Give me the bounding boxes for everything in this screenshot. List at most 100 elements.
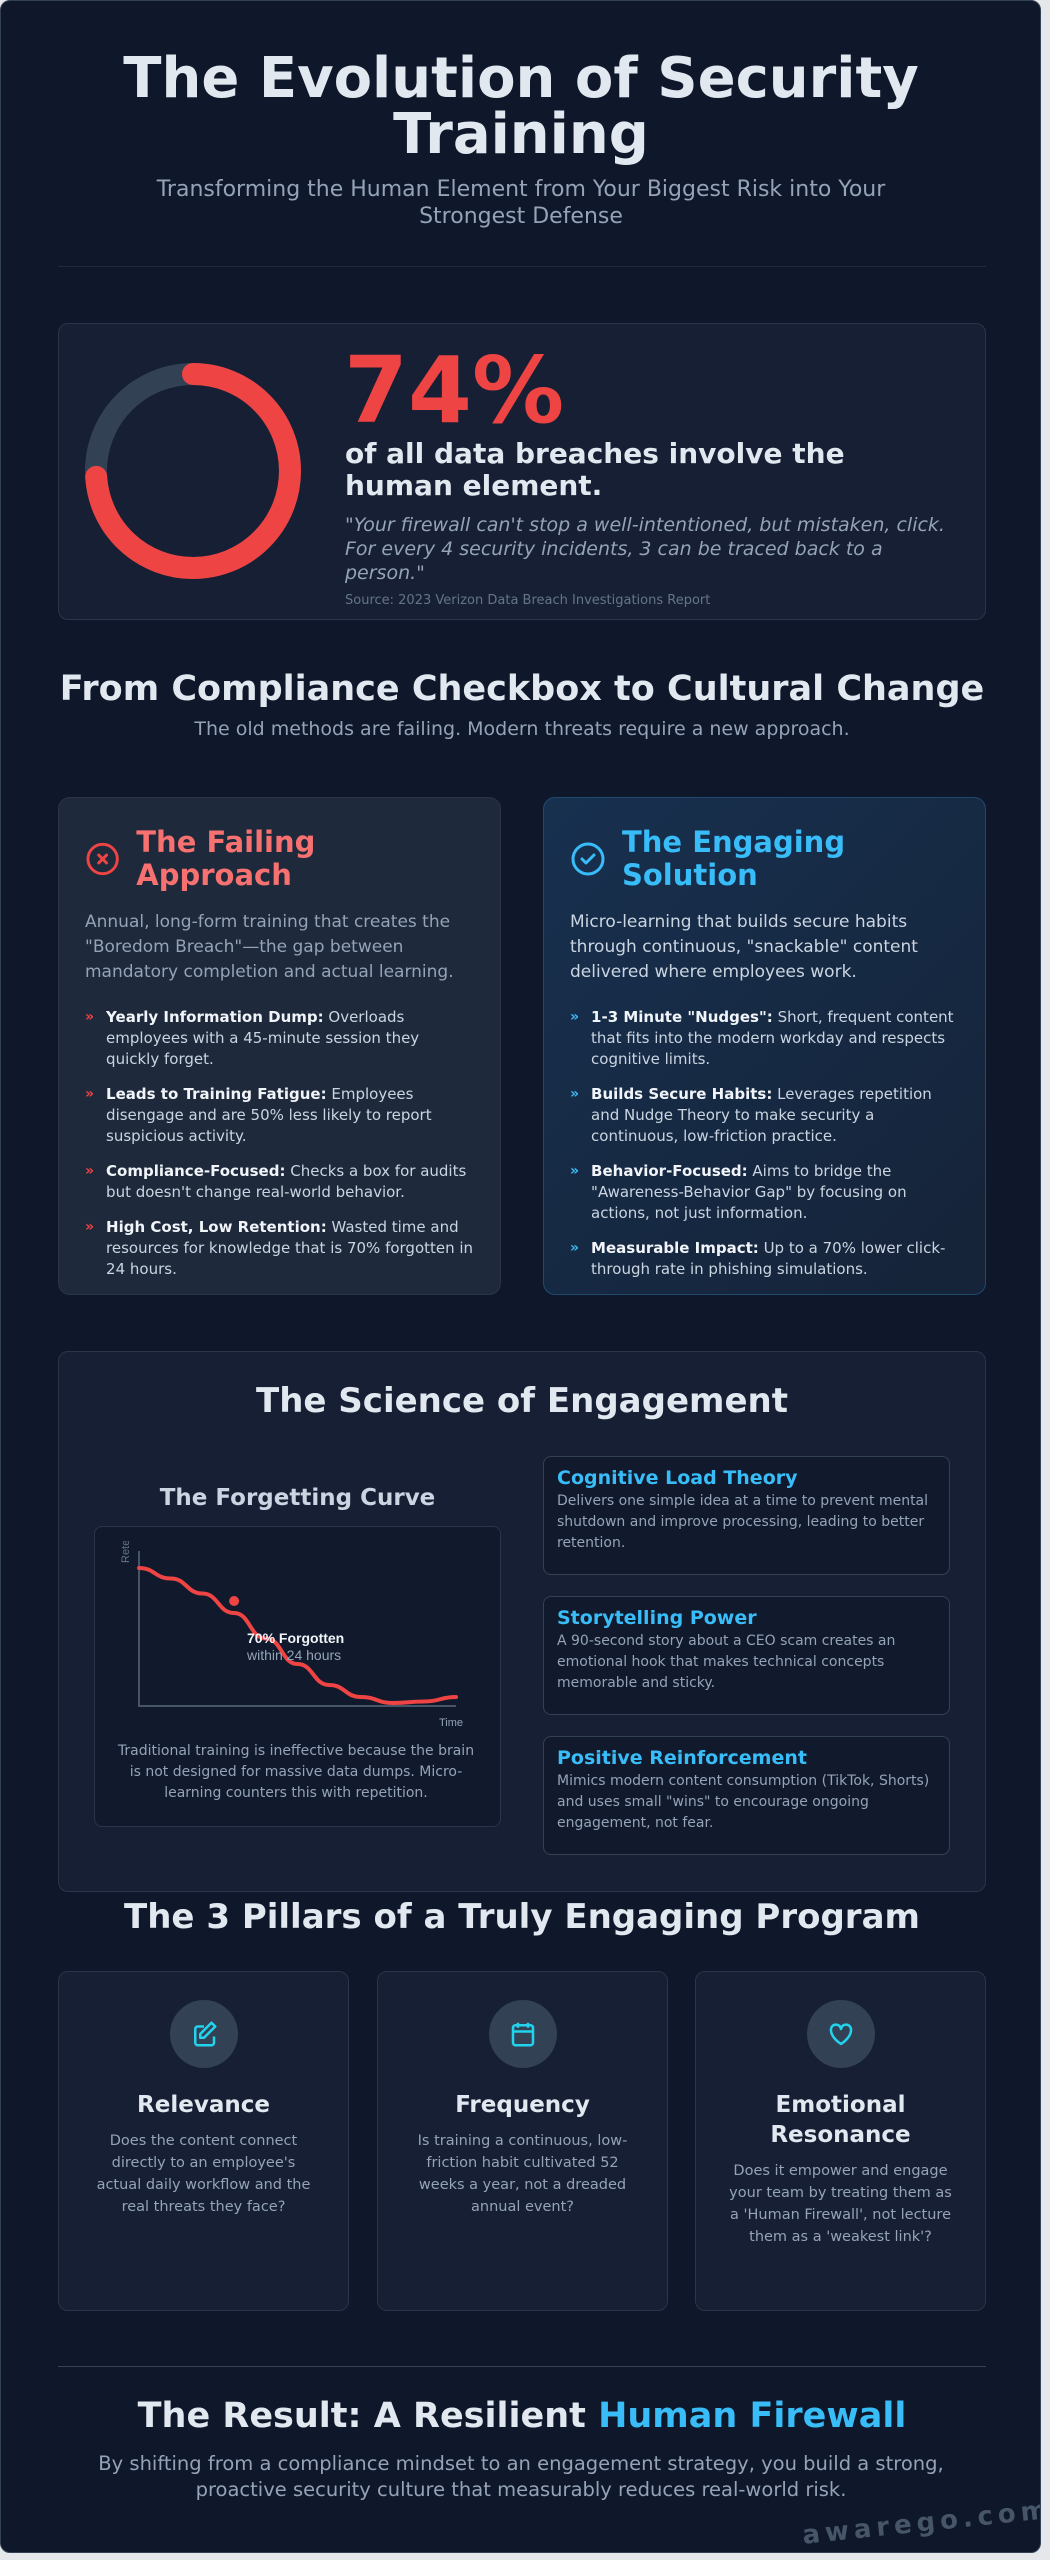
item-label: Measurable Impact: <box>591 1239 759 1257</box>
check-circle-icon <box>571 842 605 876</box>
item-desc: Wasted time and resources for knowledge … <box>106 1218 474 1278</box>
failing-title: The Failing Approach <box>136 825 316 892</box>
result-text: By shifting from a compliance mindset to… <box>98 2452 944 2501</box>
pillar-title: Relevance <box>137 2092 270 2118</box>
pillar-icon-circle <box>806 2000 875 2068</box>
item-label: Behavior-Focused: <box>591 1162 748 1180</box>
bullet-icon: » <box>85 1219 95 1235</box>
bullet-icon: » <box>570 1240 580 1256</box>
divider <box>58 266 986 267</box>
bullet-icon: » <box>570 1163 580 1179</box>
failing-approach-card: The Failing Approach Annual, long-form t… <box>58 797 501 1295</box>
science-box: Storytelling Power A 90-second story abou… <box>543 1596 950 1715</box>
annotation-point <box>229 1596 240 1606</box>
science-box-title: Positive Reinforcement <box>557 1747 807 1769</box>
edit-icon <box>193 2021 216 2047</box>
result-title-highlight: Human Firewall <box>598 2396 907 2436</box>
engaging-solution-card: The Engaging Solution Micro-learning tha… <box>543 797 986 1295</box>
list-item: » Compliance-Focused: Checks a box for au… <box>85 1161 474 1203</box>
result-title: The Result: A Resilient Human Firewall <box>58 2396 986 2436</box>
stat-percent: 74% <box>344 337 565 444</box>
watermark-logo: awarego.com <box>801 2494 1041 2551</box>
annotation-title: 70% Forgotten <box>247 1630 344 1646</box>
item-text: High Cost, Low Retention: Wasted time an… <box>106 1217 474 1280</box>
list-item: » Behavior-Focused: Aims to bridge the "A… <box>570 1161 959 1224</box>
item-desc: Short, frequent content that fits into t… <box>591 1008 954 1068</box>
item-label: Yearly Information Dump: <box>106 1008 324 1026</box>
calendar-icon <box>511 2022 534 2047</box>
x-circle-icon <box>86 842 119 876</box>
item-desc: Employees disengage and are 50% less lik… <box>106 1085 432 1145</box>
section-title-shift: From Compliance Checkbox to Cultural Cha… <box>59 669 985 709</box>
engaging-list: » 1-3 Minute "Nudges": Short, frequent co… <box>570 1007 959 1280</box>
list-item: » Yearly Information Dump: Overloads empl… <box>85 1007 474 1070</box>
list-item: » Measurable Impact: Up to a 70% lower cl… <box>570 1238 959 1280</box>
bullet-icon: » <box>570 1086 580 1102</box>
list-item: » 1-3 Minute "Nudges": Short, frequent co… <box>570 1007 959 1070</box>
item-desc: Overloads employees with a 45-minute ses… <box>106 1008 420 1068</box>
heart-icon <box>829 2023 852 2046</box>
divider <box>58 2366 986 2367</box>
item-label: Builds Secure Habits: <box>591 1085 773 1103</box>
engaging-desc: Micro-learning that builds secure habits… <box>570 912 918 982</box>
pillar-text: Does the content connect directly to an … <box>96 2133 311 2215</box>
pillar-text: Is training a continuous, low-friction h… <box>417 2133 628 2215</box>
donut-chart <box>85 363 301 579</box>
item-text: Measurable Impact: Up to a 70% lower cli… <box>591 1238 959 1280</box>
bullet-icon: » <box>85 1009 95 1025</box>
pillar-card: Frequency Is training a continuous, low-f… <box>377 1971 668 2311</box>
page-title: The Evolution of Security Training <box>123 46 919 167</box>
item-desc: Checks a box for audits but doesn't chan… <box>106 1162 467 1201</box>
section-subtitle-shift: The old methods are failing. Modern thre… <box>194 718 850 740</box>
pillar-title: Emotional Resonance <box>770 2092 911 2148</box>
bullet-icon: » <box>85 1086 95 1102</box>
result-title-prefix: The Result: A Resilient <box>137 2396 599 2436</box>
y-axis-label: Reten <box>120 1541 132 1563</box>
item-label: 1-3 Minute "Nudges": <box>591 1008 773 1026</box>
engaging-title: The Engaging Solution <box>622 825 846 892</box>
science-box-text: A 90-second story about a CEO scam creat… <box>557 1633 896 1691</box>
forgetting-curve-title: The Forgetting Curve <box>159 1485 436 1511</box>
item-text: Compliance-Focused: Checks a box for aud… <box>106 1161 474 1203</box>
science-title: The Science of Engagement <box>256 1381 788 1421</box>
item-desc: Aims to bridge the "Awareness-Behavior G… <box>591 1162 907 1222</box>
item-text: Yearly Information Dump: Overloads emplo… <box>106 1007 474 1070</box>
item-text: Behavior-Focused: Aims to bridge the "Aw… <box>591 1161 959 1224</box>
science-box-title: Cognitive Load Theory <box>557 1467 798 1489</box>
pillar-card: Relevance Does the content connect direct… <box>58 1971 349 2311</box>
forgetting-curve-line <box>137 1566 458 1706</box>
list-item: » Leads to Training Fatigue: Employees di… <box>85 1084 474 1147</box>
x-axis-label: Time <box>439 1717 463 1729</box>
science-box: Positive Reinforcement Mimics modern cont… <box>543 1736 950 1855</box>
item-text: Builds Secure Habits: Leverages repetiti… <box>591 1084 959 1147</box>
donut-fill <box>85 363 301 579</box>
bullet-icon: » <box>570 1009 580 1025</box>
pillar-card: Emotional Resonance Does it empower and e… <box>695 1971 986 2311</box>
science-box-text: Delivers one simple idea at a time to pr… <box>557 1493 929 1551</box>
science-box-title: Storytelling Power <box>557 1607 757 1629</box>
bullet-icon: » <box>85 1163 95 1179</box>
failing-list: » Yearly Information Dump: Overloads empl… <box>85 1007 474 1280</box>
list-item: » High Cost, Low Retention: Wasted time a… <box>85 1217 474 1280</box>
pillar-text: Does it empower and engage your team by … <box>729 2163 952 2245</box>
science-box-text: Mimics modern content consumption (TikTo… <box>557 1773 930 1831</box>
chart-axes <box>138 1551 456 1707</box>
item-text: Leads to Training Fatigue: Employees dis… <box>106 1084 474 1147</box>
pillar-title: Frequency <box>455 2092 590 2118</box>
item-label: High Cost, Low Retention: <box>106 1218 327 1236</box>
pillar-icon-circle <box>169 2000 238 2068</box>
item-label: Compliance-Focused: <box>106 1162 286 1180</box>
stat-quote: "Your firewall can't stop a well-intenti… <box>345 514 945 584</box>
pillars-title: The 3 Pillars of a Truly Engaging Progra… <box>124 1897 920 1937</box>
item-desc: Up to a 70% lower click-through rate in … <box>591 1239 946 1278</box>
item-desc: Leverages repetition and Nudge Theory to… <box>591 1085 932 1145</box>
item-text: 1-3 Minute "Nudges": Short, frequent con… <box>591 1007 959 1070</box>
annotation-subtitle: within 24 hours <box>246 1647 341 1663</box>
science-box: Cognitive Load Theory Delivers one simple… <box>543 1456 950 1575</box>
item-label: Leads to Training Fatigue: <box>106 1085 327 1103</box>
failing-desc: Annual, long-form training that creates … <box>85 912 454 982</box>
stat-text: of all data breaches involve the human e… <box>345 437 845 502</box>
forgetting-curve-caption: Traditional training is ineffective beca… <box>117 1743 475 1801</box>
